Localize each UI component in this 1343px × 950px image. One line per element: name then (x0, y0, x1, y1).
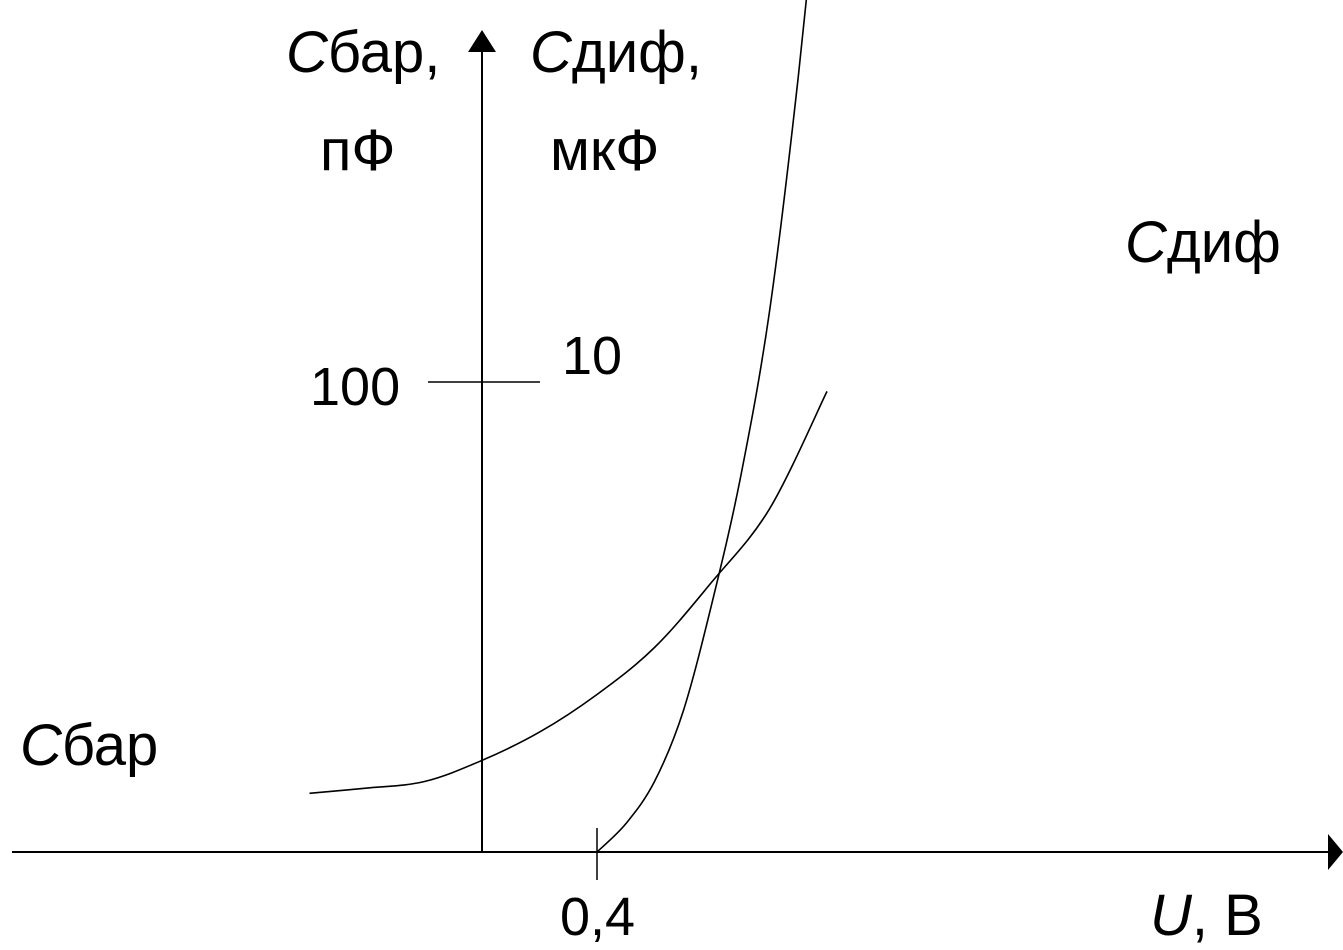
x-axis-unit: , В (1192, 883, 1263, 948)
y-axis-right-subscript: диф (572, 20, 686, 85)
y-axis-left-unit: пФ (320, 118, 396, 183)
series-line-c-bar (309, 391, 828, 795)
x-axis-arrow (1328, 834, 1343, 870)
y-tick-label-left: 100 (310, 357, 400, 417)
x-axis-symbol: U (1150, 883, 1193, 948)
x-axis-label: U, В (1150, 883, 1263, 948)
x-tick-label: 0,4 (560, 887, 635, 947)
y-axis-right-comma: , (686, 20, 702, 85)
series-label-c-bar-symbol: C (20, 713, 63, 778)
y-axis-arrow (468, 30, 496, 52)
series-label-c-dif-symbol: C (1125, 210, 1168, 275)
y-axis-right-label: Cдиф, (530, 20, 702, 85)
y-tick-label-right: 10 (562, 326, 622, 386)
series-label-c-dif-subscript: диф (1167, 210, 1281, 275)
series-line-c-dif (596, 0, 808, 853)
series-label-c-bar: Cбар (20, 713, 158, 778)
series-label-c-bar-subscript: бар (62, 713, 158, 778)
y-axis-right-unit: мкФ (550, 118, 659, 183)
y-axis-right-symbol: C (530, 20, 573, 85)
y-axis-left-comma: , (424, 20, 440, 85)
y-axis-left-symbol: C (286, 20, 329, 85)
series-label-c-dif: Cдиф (1125, 210, 1281, 275)
y-axis-left-subscript: бар (328, 20, 424, 85)
y-axis-left-label: Cбар, (286, 20, 440, 85)
